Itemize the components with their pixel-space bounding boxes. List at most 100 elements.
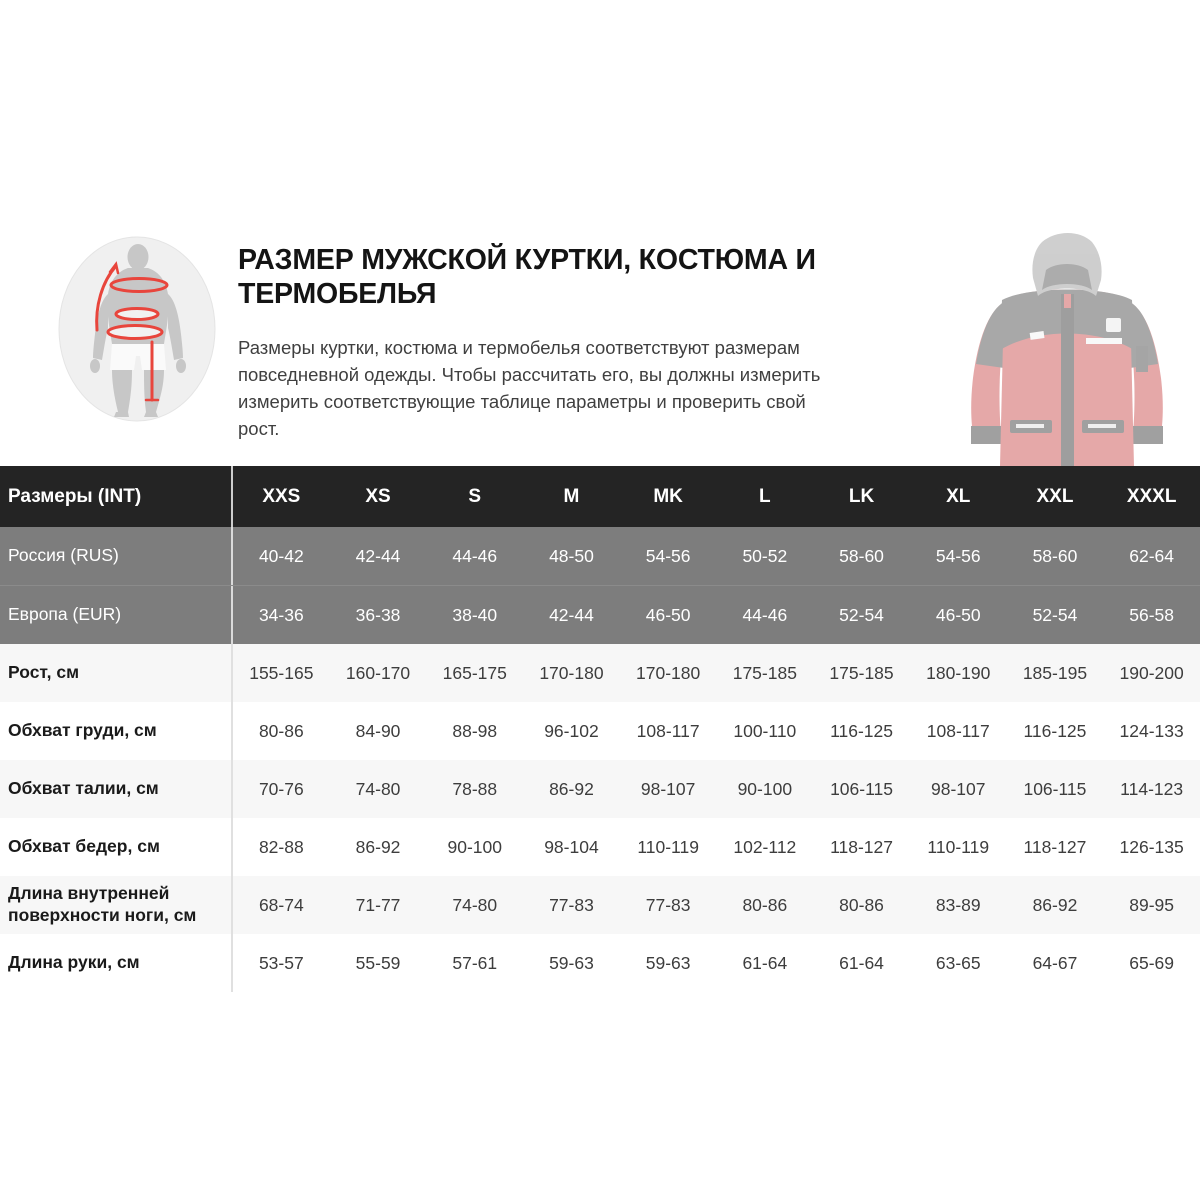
table-cell: 83-89 <box>935 894 981 915</box>
table-cell: 88-98 <box>452 720 498 741</box>
table-cell: 180-190 <box>926 662 991 683</box>
intro-description-line: рост. <box>238 418 280 439</box>
table-row: Длина внутренней поверхности ноги, см 68-… <box>0 876 1200 934</box>
table-cell: 96-102 <box>544 720 599 741</box>
table-cell: 100-110 <box>733 720 797 741</box>
table-cell: 170-180 <box>636 662 701 683</box>
table-cell: 46-50 <box>645 604 691 625</box>
size-column-header: L <box>759 485 771 507</box>
table-row: Обхват талии, см 70-76 74-80 78-88 86-92 98-1… <box>0 760 1200 818</box>
table-cell: 58-60 <box>1032 545 1078 566</box>
body-measurement-diagram <box>58 236 216 422</box>
table-cell: 185-195 <box>1022 662 1088 683</box>
table-cell: 126-135 <box>1119 836 1184 857</box>
table-cell: 77-83 <box>549 894 594 915</box>
table-cell: 38-40 <box>452 604 498 625</box>
table-cell: 110-119 <box>637 836 699 857</box>
table-cell: 98-107 <box>930 778 986 799</box>
table-cell: 70-76 <box>258 778 304 799</box>
table-cell: 62-64 <box>1129 545 1175 566</box>
size-column-header: XXXL <box>1126 485 1177 507</box>
table-cell: 108-117 <box>926 720 990 741</box>
table-cell: 55-59 <box>355 952 401 973</box>
table-cell: 74-80 <box>355 778 401 799</box>
table-cell: 57-61 <box>452 952 498 973</box>
table-row: Обхват груди, см 80-86 84-90 88-98 96-102 108… <box>0 702 1200 760</box>
table-cell: 44-46 <box>742 604 788 625</box>
table-cell: 170-180 <box>539 662 604 683</box>
table-cell: 110-119 <box>927 836 990 857</box>
table-cell: 64-67 <box>1032 952 1078 973</box>
table-cell: 61-64 <box>742 952 788 973</box>
table-cell: 82-88 <box>258 836 304 857</box>
size-column-header: S <box>468 485 482 507</box>
size-table-body: Россия (RUS) 40-42 42-44 44-46 48-50 54-56 50-… <box>0 527 1200 992</box>
jacket-illustration <box>971 233 1163 466</box>
row-label: Длина руки, см <box>0 934 233 992</box>
intro-description-line: повседневной одежды. Чтобы рассчитать ег… <box>238 364 821 385</box>
table-cell: 68-74 <box>258 894 304 915</box>
table-row: Длина руки, см 53-57 55-59 57-61 59-63 59-63 6… <box>0 934 1200 992</box>
row-label: Длина внутренней поверхности ноги, см <box>0 876 233 934</box>
table-cell: 44-46 <box>452 545 498 566</box>
table-cell: 59-63 <box>645 952 691 973</box>
table-cell: 165-175 <box>442 662 507 683</box>
table-cell: 118-127 <box>1023 836 1087 857</box>
table-cell: 108-117 <box>636 720 700 741</box>
table-cell: 58-60 <box>839 545 884 566</box>
table-row: Европа (EUR) 34-36 36-38 38-40 42-44 46-50 44-… <box>0 585 1200 644</box>
size-column-header: XXS <box>262 485 301 507</box>
table-cell: 46-50 <box>935 604 981 625</box>
table-cell: 42-44 <box>549 604 594 625</box>
size-table-header: Размеры (INT) XXS XS S M MK L LK XL XXL XXXL <box>0 466 1200 527</box>
table-cell: 98-104 <box>544 836 599 857</box>
table-row: Рост, см 155-165 160-170 165-175 170-180 170-… <box>0 644 1200 702</box>
table-cell: 50-52 <box>742 545 788 566</box>
table-cell: 78-88 <box>452 778 498 799</box>
table-cell: 54-56 <box>645 545 691 566</box>
table-cell: 175-185 <box>829 662 894 683</box>
table-cell: 52-54 <box>1032 604 1078 625</box>
table-cell: 86-92 <box>355 836 401 857</box>
table-cell: 36-38 <box>355 604 401 625</box>
size-table: Размеры (INT) XXS XS S M MK L LK XL XXL XXXL Росс… <box>0 466 1200 992</box>
table-cell: 80-86 <box>742 894 788 915</box>
table-cell: 106-115 <box>830 778 893 799</box>
table-cell: 80-86 <box>839 894 884 915</box>
table-cell: 175-185 <box>732 662 797 683</box>
body-measurement-icon <box>58 236 216 422</box>
table-cell: 98-107 <box>640 778 696 799</box>
table-cell: 61-64 <box>839 952 884 973</box>
row-label: Обхват груди, см <box>0 702 233 760</box>
intro-description: Размеры куртки, костюма и термобелья соо… <box>238 334 938 442</box>
table-cell: 52-54 <box>839 604 884 625</box>
table-cell: 102-112 <box>733 836 797 857</box>
table-cell: 63-65 <box>935 952 981 973</box>
size-column-header: XL <box>946 485 971 507</box>
intro-description-line: измерить соответствующие таблице парамет… <box>238 391 806 412</box>
page-title: РАЗМЕР МУЖСКОЙ КУРТКИ, КОСТЮМА И ТЕРМОБЕ… <box>238 244 816 310</box>
table-cell: 77-83 <box>645 894 691 915</box>
table-cell: 116-125 <box>830 720 893 741</box>
size-column-header: XS <box>365 485 391 507</box>
table-cell: 89-95 <box>1129 894 1175 915</box>
size-column-header: XXL <box>1036 485 1074 507</box>
table-cell: 190-200 <box>1119 662 1184 683</box>
table-cell: 59-63 <box>549 952 594 973</box>
table-cell: 86-92 <box>549 778 594 799</box>
size-column-header: M <box>563 485 580 507</box>
jacket-product-photo <box>938 228 1196 466</box>
table-cell: 80-86 <box>258 720 304 741</box>
table-row: Обхват бедер, см 82-88 86-92 90-100 98-104 11… <box>0 818 1200 876</box>
table-cell: 106-115 <box>1023 778 1087 799</box>
table-cell: 118-127 <box>830 836 893 857</box>
table-cell: 54-56 <box>935 545 981 566</box>
row-label: Обхват бедер, см <box>0 818 233 876</box>
size-column-header: LK <box>848 485 875 507</box>
table-cell: 34-36 <box>258 604 304 625</box>
table-cell: 56-58 <box>1129 604 1175 625</box>
table-cell: 90-100 <box>447 836 502 857</box>
table-cell: 160-170 <box>345 662 411 683</box>
table-cell: 48-50 <box>549 545 594 566</box>
